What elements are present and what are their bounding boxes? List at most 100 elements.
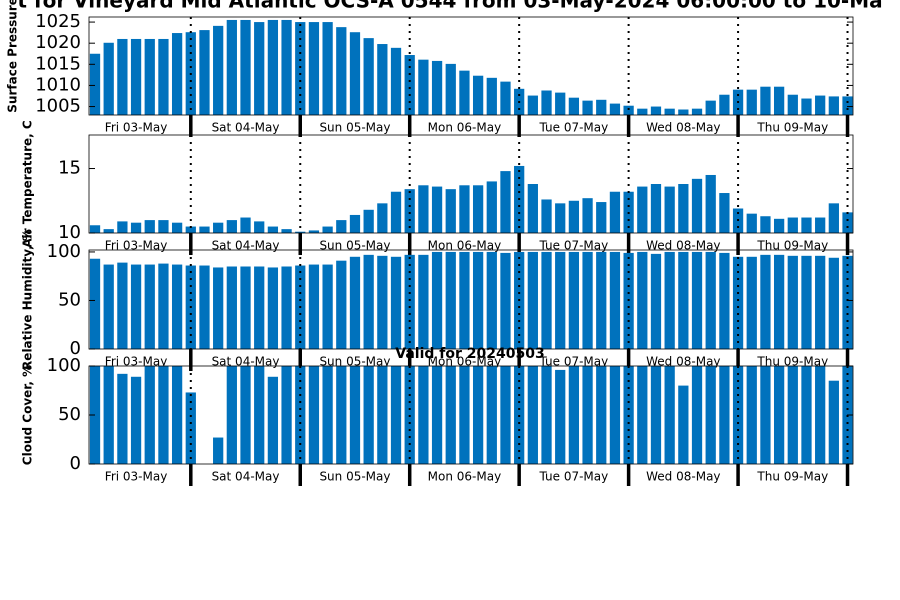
bar: [404, 254, 415, 349]
bar: [527, 184, 538, 233]
y-tick-label: 50: [58, 289, 81, 310]
bar: [213, 437, 224, 464]
bar: [418, 366, 429, 464]
y-axis-label: Cloud Cover, %: [21, 365, 35, 465]
panel: 0 50 100 Fri 03-May Sat 04-May Sun 05-May Mon …: [21, 229, 854, 371]
bar: [144, 264, 155, 349]
bar: [555, 369, 566, 464]
bar: [377, 44, 388, 115]
bar: [390, 191, 402, 233]
bar: [623, 105, 634, 115]
bar: [828, 257, 839, 349]
x-tick-label: Sat 04-May: [212, 239, 280, 253]
bar: [349, 32, 361, 115]
bar: [746, 256, 757, 349]
bar: [459, 185, 470, 233]
bar: [773, 254, 785, 349]
bar: [555, 203, 566, 233]
bar: [678, 184, 689, 233]
bar: [390, 366, 402, 464]
plot-area: [89, 165, 853, 233]
bar: [459, 70, 470, 115]
bar: [89, 258, 101, 349]
bar: [103, 229, 114, 233]
y-tick-label: 1020: [35, 32, 81, 53]
bar: [349, 214, 361, 233]
bar: [746, 366, 757, 464]
x-tick-label: Sat 04-May: [212, 355, 280, 369]
bar: [390, 256, 402, 349]
x-tick-label: Sun 05-May: [319, 239, 390, 253]
bar: [582, 100, 593, 115]
y-axis-label: Relative Humidity, %: [21, 229, 35, 370]
bar: [199, 30, 210, 115]
y-tick-label: 1010: [35, 74, 81, 95]
bar: [760, 86, 771, 115]
panel: 10 15 Fri 03-May Sat 04-May Sun 05-May Mon 06…: [21, 120, 854, 255]
x-tick-label: Fri 03-May: [105, 239, 168, 253]
bar: [746, 213, 757, 233]
bar: [541, 251, 552, 349]
y-axis-label: Surface Pressure, mb: [6, 0, 20, 113]
bar: [130, 38, 142, 115]
bar: [240, 266, 251, 349]
bar: [637, 251, 648, 349]
bar: [89, 53, 101, 115]
y-tick-label: 1005: [35, 96, 81, 117]
bar: [664, 251, 675, 349]
bar: [349, 366, 361, 464]
bar: [390, 47, 402, 115]
x-tick-label: Tue 07-May: [539, 239, 609, 253]
bar: [226, 220, 237, 233]
bar: [144, 38, 155, 115]
bar: [158, 220, 169, 233]
bar: [582, 366, 593, 464]
bar: [431, 60, 443, 115]
bar: [185, 392, 196, 464]
bar: [842, 255, 853, 349]
bar: [472, 185, 484, 233]
bar: [527, 251, 538, 349]
plot-area: [89, 19, 853, 115]
bar: [732, 256, 744, 349]
bar: [472, 75, 484, 115]
bar: [500, 252, 511, 349]
x-tick-label: Wed 08-May: [646, 239, 720, 253]
bar: [171, 366, 183, 464]
bar: [815, 366, 826, 464]
x-tick-label: Sun 05-May: [319, 121, 390, 135]
bar: [144, 220, 155, 233]
bar: [130, 222, 142, 233]
plot-area: [89, 366, 853, 464]
bar: [678, 251, 689, 349]
bar: [773, 86, 785, 115]
bar: [650, 253, 662, 349]
bar: [801, 98, 812, 115]
panel: 0 50 100 Fri 03-May Sat 04-May Sun 05-May Mon …: [21, 346, 854, 486]
bar: [377, 255, 388, 349]
bar: [322, 366, 333, 464]
bar: [637, 108, 648, 115]
bar: [650, 106, 662, 115]
bar: [637, 186, 648, 233]
y-axis-label: Air Temperature, C: [21, 120, 35, 248]
axes-box: [88, 134, 854, 234]
bar: [801, 255, 812, 349]
bar: [486, 181, 497, 233]
bar: [336, 220, 347, 233]
bar: [171, 33, 183, 115]
bar: [267, 19, 279, 115]
bar: [185, 226, 196, 233]
bar: [295, 22, 306, 115]
bar: [609, 366, 621, 464]
bar: [308, 366, 320, 464]
axes-box: [88, 16, 854, 116]
bar: [801, 366, 812, 464]
bar: [527, 366, 538, 464]
x-tick-label: Wed 08-May: [646, 121, 720, 135]
bar: [445, 251, 456, 349]
bar: [267, 376, 279, 464]
bar: [760, 216, 771, 233]
bar: [308, 22, 320, 115]
bar: [650, 184, 662, 233]
